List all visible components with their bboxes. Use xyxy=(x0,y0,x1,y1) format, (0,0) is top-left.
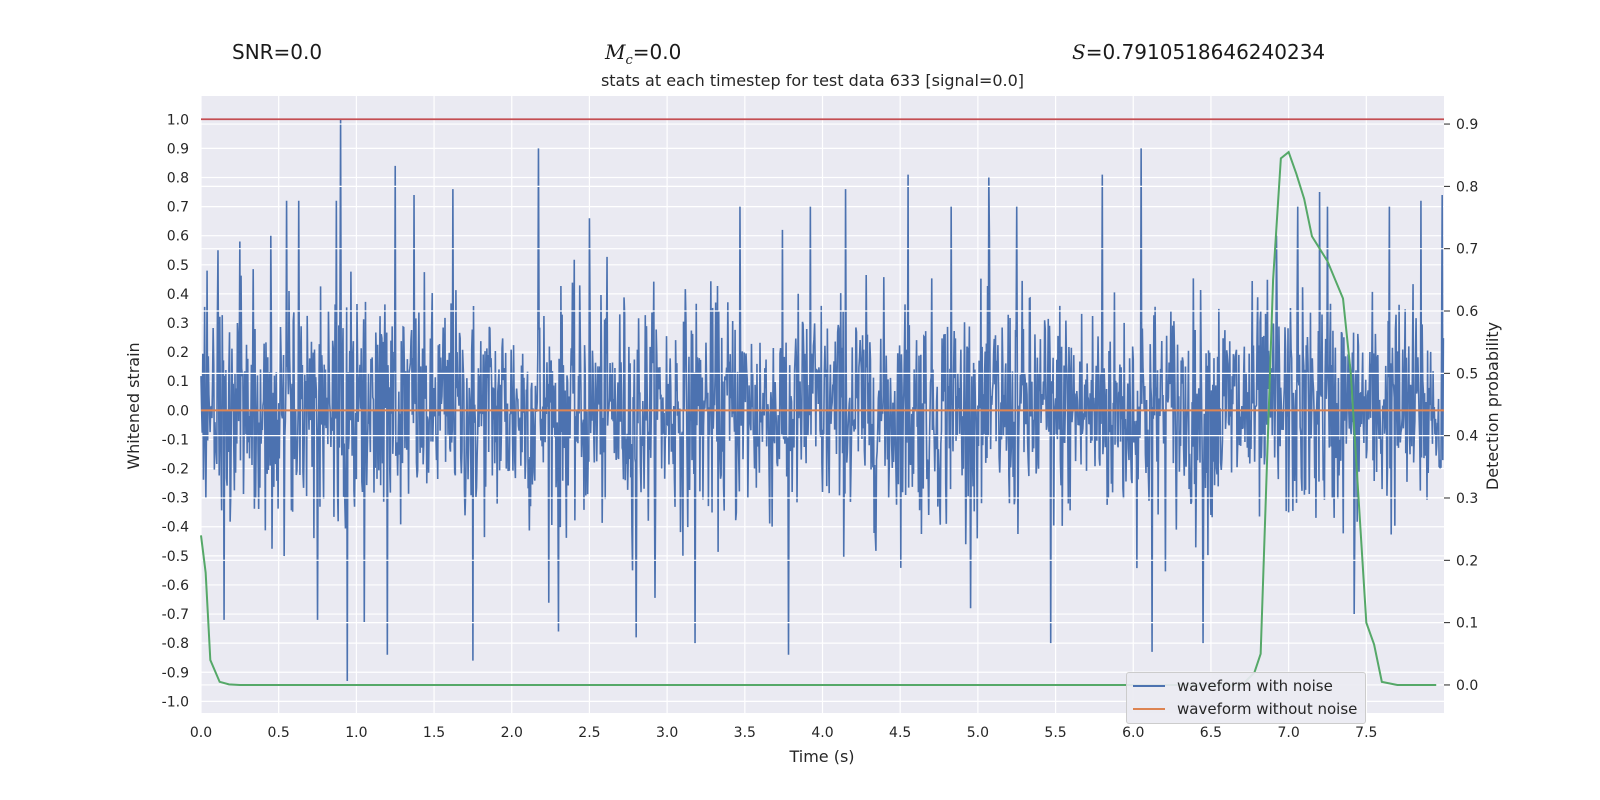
y-tick-label: 1.0 xyxy=(167,112,189,128)
legend-item-clean: waveform without noise xyxy=(1133,699,1357,719)
y-tick-label: -0.2 xyxy=(162,462,189,478)
x-tick-label: 0.0 xyxy=(190,725,212,741)
chirp-mass-text: Mc=0.0 xyxy=(605,40,681,68)
legend-label-clean: waveform without noise xyxy=(1177,700,1358,718)
x-tick-label: 3.5 xyxy=(734,725,756,741)
y-tick-label: 0.6 xyxy=(167,229,189,245)
x-tick-label: 2.5 xyxy=(578,725,600,741)
y-tick-label: -0.8 xyxy=(162,636,189,652)
y-tick-label: 0.7 xyxy=(167,200,189,216)
s-symbol: S xyxy=(1072,40,1086,64)
x-tick-label: 7.5 xyxy=(1355,725,1377,741)
y-tick-label-right: 0.8 xyxy=(1456,179,1478,195)
x-tick-label: 5.0 xyxy=(967,725,989,741)
x-tick-label: 6.0 xyxy=(1122,725,1144,741)
y-tick-label: -0.5 xyxy=(162,549,189,565)
x-tick-label: 5.5 xyxy=(1044,725,1066,741)
legend-swatch-noise xyxy=(1133,685,1165,687)
y-tick-label-right: 0.4 xyxy=(1456,429,1478,445)
detection-probability-line xyxy=(200,150,1437,686)
y-tick-label-right: 0.2 xyxy=(1456,553,1478,569)
legend-item-noise: waveform with noise xyxy=(1133,676,1333,696)
y-tick-label: -0.3 xyxy=(162,491,189,507)
mc-subscript: c xyxy=(625,53,633,68)
mc-symbol: M xyxy=(605,40,626,64)
y-axis-label-right: Detection probability xyxy=(1483,322,1502,490)
y-tick-label: -0.9 xyxy=(162,665,189,681)
y-tick-label: 0.3 xyxy=(167,316,189,332)
y-tick-label: -0.7 xyxy=(162,607,189,623)
x-tick-label: 6.5 xyxy=(1200,725,1222,741)
x-axis-label: Time (s) xyxy=(788,747,854,766)
y-tick-label: 0.2 xyxy=(167,345,189,361)
y-tick-label-right: 0.9 xyxy=(1456,117,1478,133)
y-tick-label: 0.8 xyxy=(167,170,189,186)
y-axis-label: Whitened strain xyxy=(124,342,143,469)
x-tick-label: 7.0 xyxy=(1277,725,1299,741)
y-tick-label-right: 0.1 xyxy=(1456,616,1478,632)
s-value: =0.7910518646240234 xyxy=(1085,40,1326,64)
legend: waveform with noise waveform without noi… xyxy=(1126,672,1366,724)
noisy-waveform-line xyxy=(200,119,1445,681)
legend-swatch-clean xyxy=(1133,708,1165,710)
y-tick-label-right: 0.6 xyxy=(1456,304,1478,320)
snr-text: SNR=0.0 xyxy=(232,40,322,64)
chart-title: stats at each timestep for test data 633… xyxy=(600,71,1025,90)
y-tick-label: -1.0 xyxy=(162,694,189,710)
x-tick-label: 3.0 xyxy=(656,725,678,741)
x-tick-label: 4.5 xyxy=(889,725,911,741)
y-tick-label: -0.4 xyxy=(162,520,189,536)
y-tick-label: 0.1 xyxy=(167,374,189,390)
y-tick-label-right: 0.3 xyxy=(1456,491,1478,507)
x-tick-label: 2.0 xyxy=(501,725,523,741)
legend-label-noise: waveform with noise xyxy=(1177,677,1333,695)
y-tick-label: -0.6 xyxy=(162,578,189,594)
x-tick-label: 1.5 xyxy=(423,725,445,741)
x-tick-label: 0.5 xyxy=(268,725,290,741)
tick-labels: -1.0 -0.9 -0.8 -0.7 -0.6 -0.5 -0.4 -0.3 -0.2 -0.1… xyxy=(162,112,1479,741)
y-tick-label: 0.9 xyxy=(167,141,189,157)
y-tick-label: 0.5 xyxy=(167,258,189,274)
s-statistic-text: S=0.7910518646240234 xyxy=(1072,40,1325,64)
snr-label: SNR=0.0 xyxy=(232,40,323,64)
y-tick-label-right: 0.5 xyxy=(1456,366,1478,382)
y-tick-label: 0.0 xyxy=(167,403,189,419)
series-layer xyxy=(200,118,1445,686)
y-tick-label: 0.4 xyxy=(167,287,189,303)
x-tick-label: 1.0 xyxy=(345,725,367,741)
x-tick-label: 4.0 xyxy=(811,725,833,741)
mc-value: =0.0 xyxy=(632,40,682,64)
y-tick-label: -0.1 xyxy=(162,432,189,448)
y-tick-label-right: 0.0 xyxy=(1456,678,1478,694)
y-tick-label-right: 0.7 xyxy=(1456,242,1478,258)
